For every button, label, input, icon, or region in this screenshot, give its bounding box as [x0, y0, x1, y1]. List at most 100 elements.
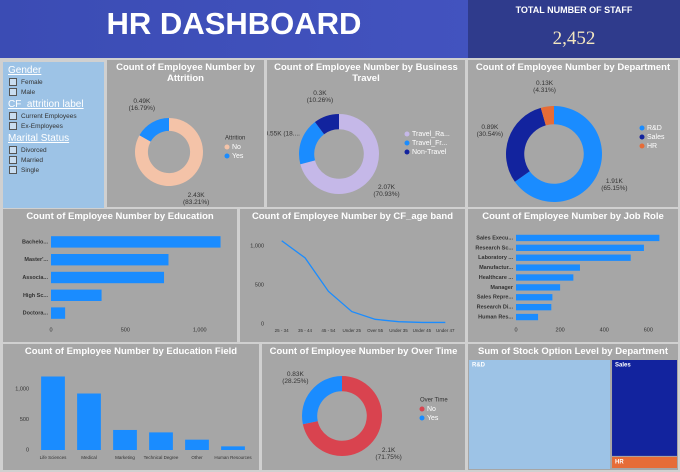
- checkbox[interactable]: [9, 166, 17, 174]
- panel: Count of Employee Number by Business Tra…: [267, 60, 465, 207]
- bar: [149, 432, 173, 450]
- y-tick-label: Manager: [490, 285, 513, 291]
- bar: [51, 254, 169, 266]
- legend-marker: [639, 134, 645, 140]
- checkbox[interactable]: [9, 156, 17, 164]
- chart: R&D Sales HR: [469, 360, 677, 469]
- x-tick-label: 500: [121, 327, 130, 333]
- bar: [77, 393, 101, 450]
- x-tick-label: Life Sciences: [40, 455, 68, 460]
- slicer-item[interactable]: Divorced: [9, 146, 98, 154]
- x-tick-label: 35 - 44: [298, 328, 313, 333]
- value-label: 0.55K (18....: [267, 130, 300, 138]
- x-tick-label: Under 35: [389, 328, 408, 333]
- value-label: 0.89K (30.54%): [476, 124, 504, 139]
- slicer-panel: Gender Female Male CF_attrition label Curren…: [3, 62, 104, 208]
- legend-marker: [224, 153, 230, 159]
- legend-marker: [404, 140, 410, 146]
- legend-label: HR: [647, 143, 657, 150]
- chart-title: Count of Employee Number by Over Time: [269, 346, 458, 357]
- x-tick-label: Medical: [81, 455, 97, 460]
- donut-slice: [135, 118, 203, 186]
- slicer-item[interactable]: Current Employees: [9, 112, 98, 120]
- legend-label: Non-Travel: [412, 149, 447, 156]
- x-tick-label: 400: [600, 327, 609, 333]
- bar: [516, 284, 561, 291]
- chart: 0 500 1,000 Bachelo... Master'... Associa... H…: [22, 236, 221, 333]
- chart: R&D Sales HR: [506, 106, 665, 202]
- value-label: 0.13K (4.31%): [533, 79, 556, 94]
- panel: Count of Employee Number by Job Role 0 200…: [468, 209, 678, 342]
- bar: [516, 234, 660, 242]
- x-tick-label: Marketing: [115, 455, 135, 460]
- legend-label: Yes: [232, 153, 244, 160]
- bar: [516, 274, 574, 281]
- value-label: 0.49K (16.79%): [128, 98, 156, 113]
- value-label: 2.1K (71.75%): [375, 446, 402, 461]
- y-tick-label: Manufactur...: [479, 265, 513, 271]
- bar: [516, 264, 580, 271]
- bar: [516, 254, 631, 261]
- y-tick-label: Sales Execu...: [476, 235, 513, 241]
- legend-label: Travel_Fr...: [412, 140, 447, 147]
- panel: Count of Employee Number by CF_age band 0…: [240, 209, 465, 342]
- value-label: 0.83K (28.25%): [282, 371, 309, 386]
- slicer-item[interactable]: Ex-Employees: [9, 122, 98, 130]
- legend-marker: [404, 131, 410, 137]
- checkbox[interactable]: [9, 78, 17, 86]
- slicer-label: Single: [21, 166, 40, 174]
- chart-title: Count of Employee Number by Business Tra…: [274, 62, 458, 84]
- x-tick-label: Technical Degree: [144, 455, 179, 460]
- donut-slice: [302, 376, 382, 456]
- chart: 0 200 400 600 Sales Execu... Research Sc... La…: [475, 234, 660, 333]
- y-tick-label: 0: [261, 321, 264, 327]
- legend-title: Over Time: [420, 398, 448, 404]
- checkbox[interactable]: [9, 122, 17, 130]
- value-label: 2.43K (83.21%): [182, 191, 210, 206]
- slicer-label: Current Employees: [21, 112, 77, 120]
- x-tick-label: Under 25: [343, 328, 362, 333]
- legend-marker: [224, 144, 230, 150]
- value-label: 0.3K (10.26%): [306, 90, 334, 105]
- slicer-title: Gender: [8, 65, 42, 76]
- checkbox[interactable]: [9, 88, 17, 96]
- bar: [51, 236, 221, 248]
- slicer-label: Ex-Employees: [21, 122, 63, 130]
- kpi-card: TOTAL NUMBER OF STAFF 2,452: [468, 0, 680, 58]
- checkbox[interactable]: [9, 112, 17, 120]
- x-tick-label: Under 45: [413, 328, 432, 333]
- x-tick-label: 1,000: [193, 327, 207, 333]
- slicer-item[interactable]: Female: [9, 78, 98, 86]
- slicer-item[interactable]: Married: [9, 156, 98, 164]
- bar: [516, 244, 644, 251]
- bar: [51, 271, 165, 284]
- donut-slice: [314, 114, 339, 135]
- panel: Count of Employee Number by Attrition Att…: [107, 60, 264, 207]
- bar: [185, 439, 209, 450]
- donut-slice: [302, 376, 342, 425]
- legend-marker: [419, 406, 425, 412]
- y-tick-label: 1,000: [250, 244, 264, 250]
- slicer-item[interactable]: Male: [9, 88, 98, 96]
- slicer-label: Female: [21, 78, 43, 86]
- bar: [113, 429, 137, 450]
- bar: [51, 307, 66, 319]
- y-tick-label: Doctora...: [23, 311, 49, 317]
- legend-label: No: [427, 406, 436, 413]
- chart: Over Time No Yes: [302, 376, 448, 456]
- chart-title: Count of Employee Number by Department: [475, 62, 671, 73]
- bar: [41, 376, 65, 450]
- y-tick-label: Healthcare ...: [479, 275, 514, 281]
- x-tick-label: 200: [556, 327, 565, 333]
- value-label: 1.91K (65.15%): [601, 178, 628, 193]
- checkbox[interactable]: [9, 146, 17, 154]
- chart-title: Count of Employee Number by Education: [26, 211, 214, 222]
- bar: [516, 294, 553, 301]
- slicer-item[interactable]: Single: [9, 166, 98, 174]
- slicer-label: Married: [21, 156, 44, 164]
- legend-title: Attrition: [225, 136, 245, 142]
- slicer-title: Marital Status: [8, 133, 70, 144]
- panel: Sum of Stock Option Level by Department R…: [468, 344, 678, 470]
- legend-marker: [639, 125, 645, 131]
